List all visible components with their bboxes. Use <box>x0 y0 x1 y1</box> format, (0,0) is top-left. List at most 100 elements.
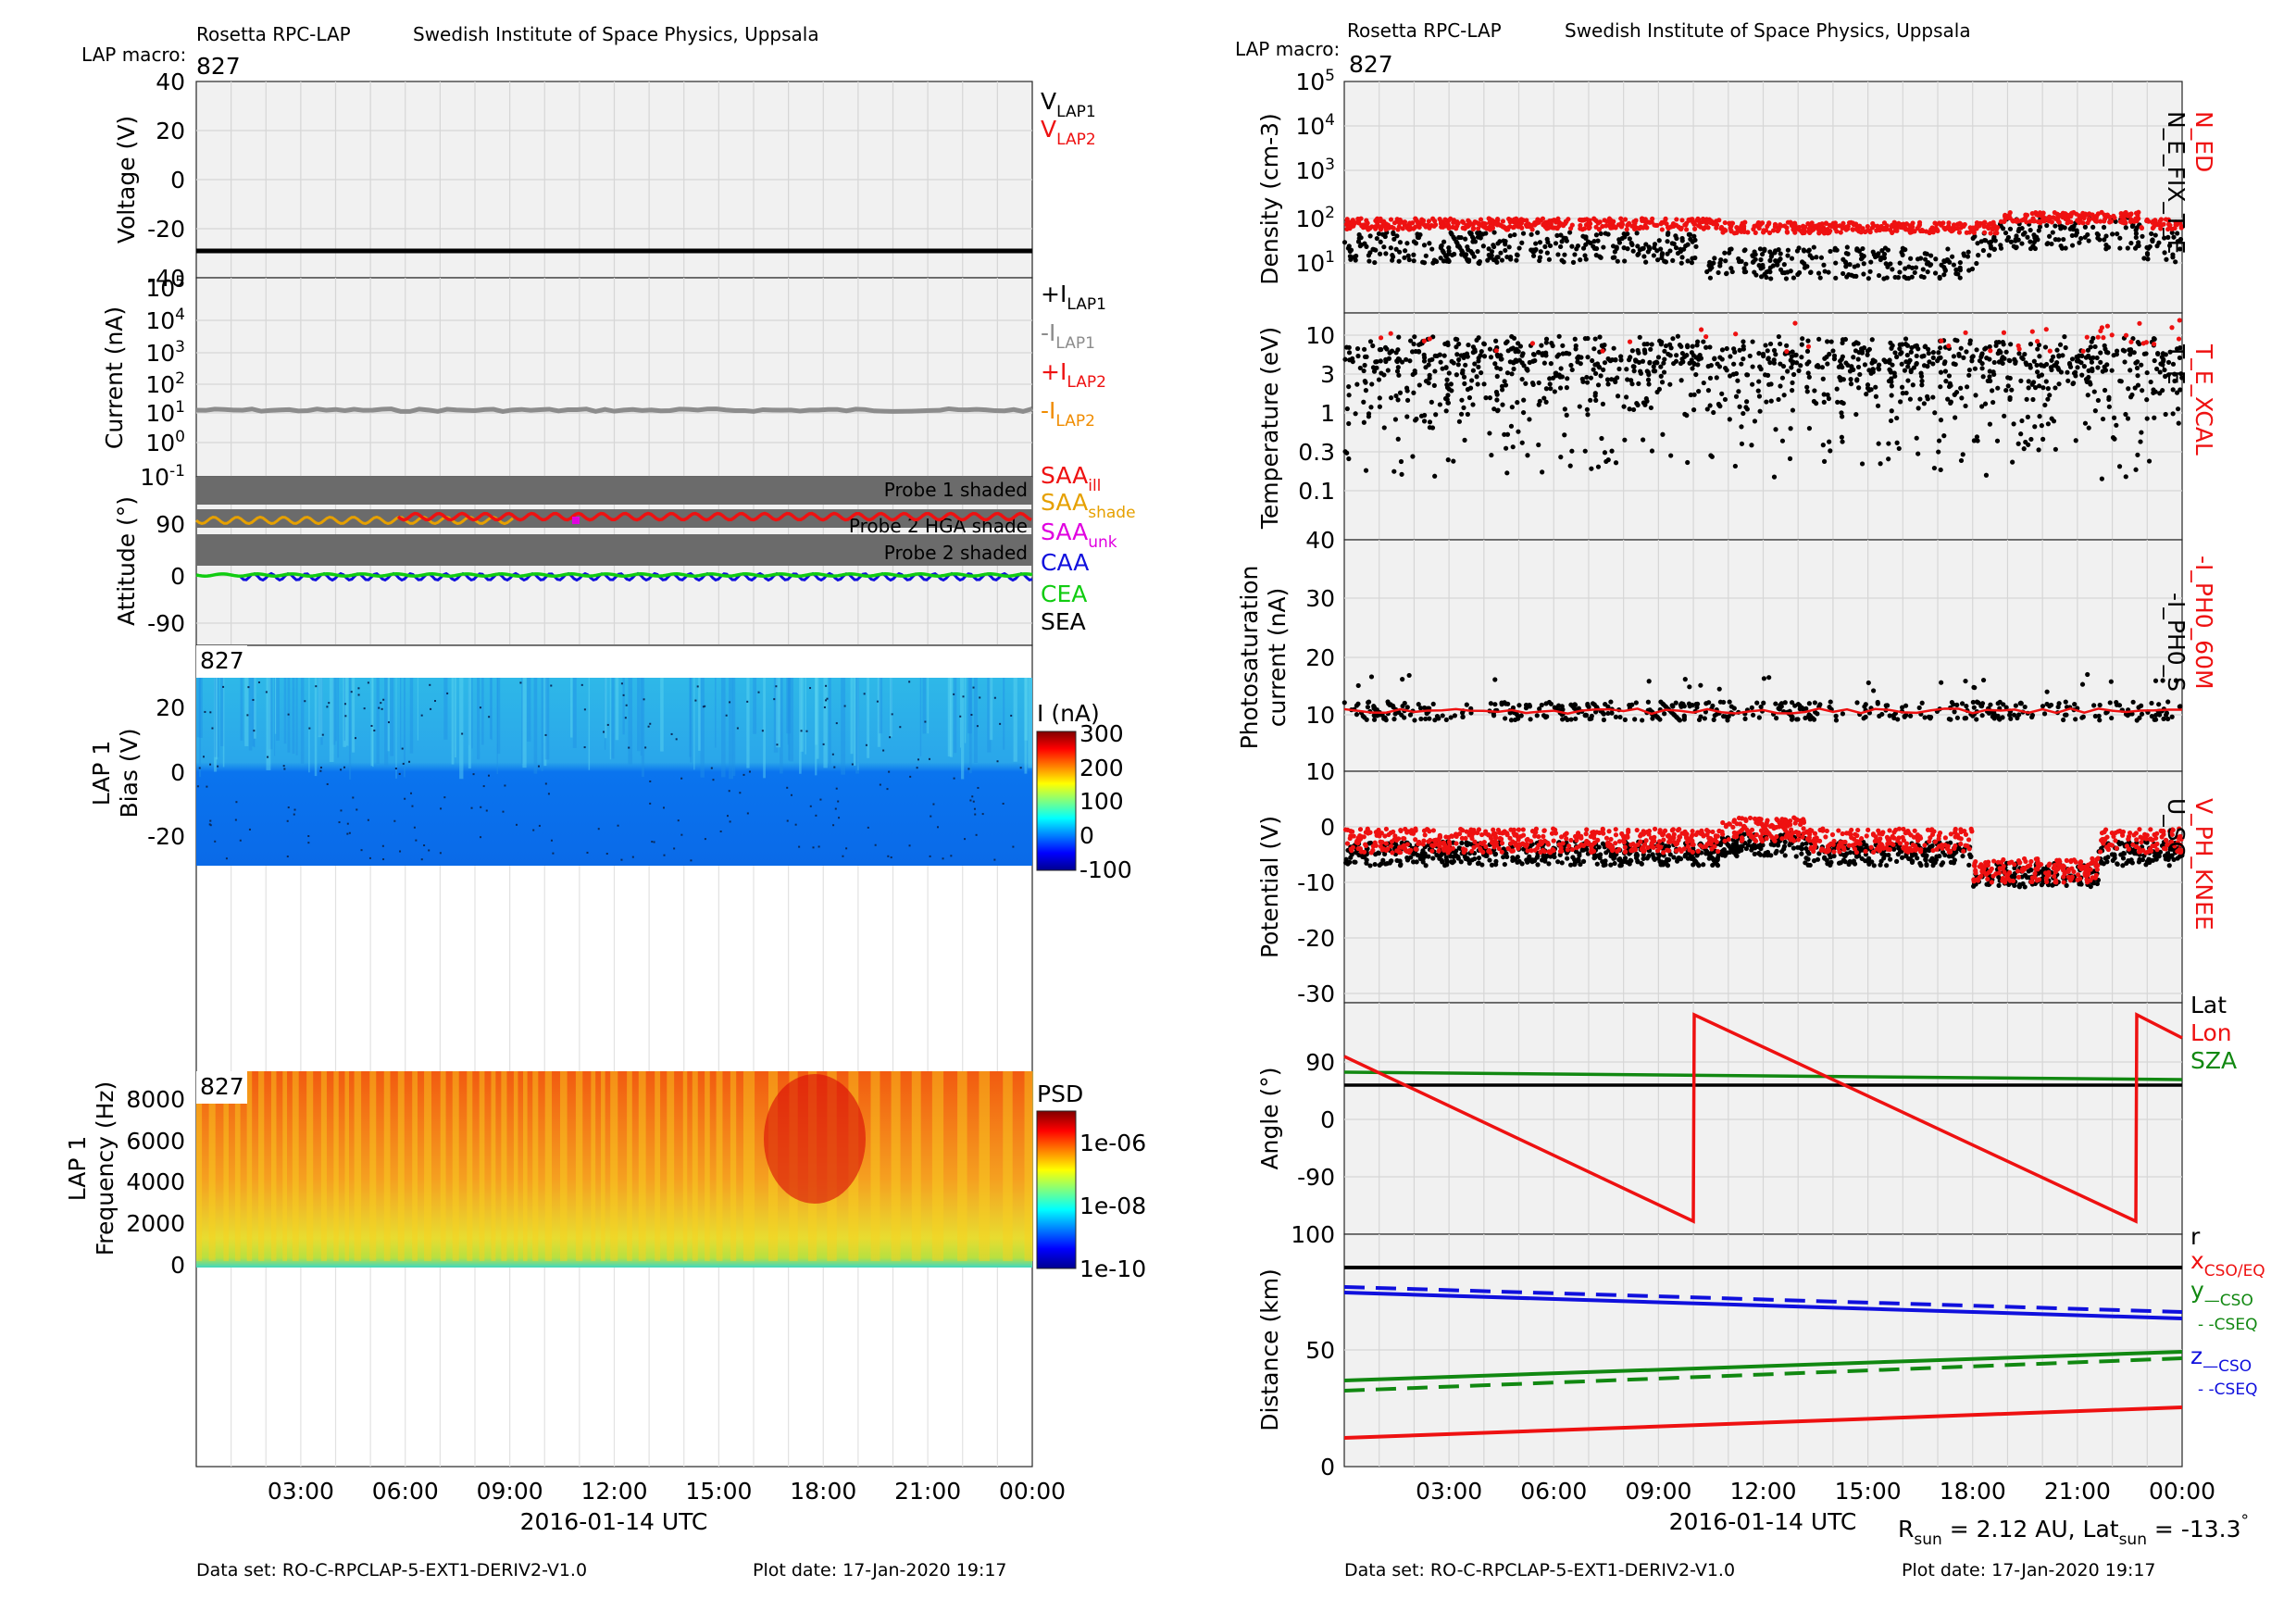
temperature-black-point <box>1429 425 1436 431</box>
temperature-black-point <box>2111 415 2117 420</box>
temperature-black-point <box>1825 361 1830 367</box>
temperature-black-point <box>1776 396 1781 403</box>
temperature-texcal-points <box>1378 318 2182 355</box>
density-red-point <box>1860 226 1866 231</box>
temperature-black-point <box>1346 456 1352 462</box>
density-red-point <box>1843 224 1850 230</box>
temperature-black-point <box>1839 410 1844 416</box>
density-black-point <box>2013 245 2019 251</box>
temperature-black-point <box>1796 368 1802 373</box>
current-ytick: 10-1 <box>140 462 185 491</box>
temperature-black-point <box>2053 446 2058 452</box>
potential-black-point <box>1667 852 1673 857</box>
temperature-red-point <box>2029 329 2035 334</box>
temperature-black-point <box>1491 406 1497 412</box>
density-red-point <box>1840 225 1845 231</box>
density-black-point <box>1374 235 1379 242</box>
density-red-point <box>2152 218 2158 223</box>
temperature-black-point <box>1739 441 1745 446</box>
photo-black-point <box>2056 701 2062 706</box>
temperature-black-point <box>1548 361 1554 367</box>
density-black-point <box>2053 223 2058 229</box>
bias-dot <box>888 770 891 773</box>
temperature-black-point <box>1592 362 1598 368</box>
temperature-black-point <box>1426 362 1431 368</box>
photo-yticks: 40 30 20 10 <box>1305 527 1335 729</box>
density-black-point <box>1665 239 1670 244</box>
density-ytick: 101 <box>1295 248 1335 277</box>
temperature-black-point <box>2170 411 2176 417</box>
density-black-point <box>1906 264 1912 269</box>
temperature-black-point <box>1892 350 1898 356</box>
potential-black-point <box>1466 860 1472 866</box>
temperature-black-point <box>1519 440 1525 445</box>
photo-black-point <box>2018 701 2024 706</box>
temperature-black-point <box>2135 373 2140 379</box>
bias-dot <box>378 706 381 709</box>
bias-dot <box>890 856 892 859</box>
density-red-point <box>1799 229 1804 234</box>
density-red-point <box>1426 219 1431 224</box>
bias-texture-stripe <box>922 678 927 734</box>
legend-saa-unk: SAAunk <box>1041 518 1117 552</box>
temperature-black-point <box>1461 405 1466 410</box>
bias-dot <box>282 765 285 768</box>
potential-black-point <box>1846 861 1852 868</box>
bias-dot <box>209 711 212 714</box>
temperature-black-point <box>1394 369 1401 374</box>
potential-black-point <box>1448 859 1454 865</box>
bias-texture-stripe <box>387 678 390 752</box>
density-black-point <box>1491 230 1497 235</box>
bias-texture-stripe <box>468 678 470 745</box>
photo-black-point <box>1976 700 1981 706</box>
bias-dot <box>326 782 329 785</box>
temperature-black-point <box>1600 401 1605 406</box>
density-black-point <box>1736 258 1742 265</box>
bias-cbar-tick: 200 <box>1079 755 1124 781</box>
temperature-black-point <box>1987 374 1992 380</box>
temperature-black-point <box>1767 341 1774 347</box>
temperature-black-point <box>2170 387 2176 393</box>
density-black-point <box>1535 230 1541 235</box>
bias-dot <box>544 733 547 736</box>
density-black-point <box>1402 255 1407 260</box>
bias-texture-stripe <box>248 678 253 751</box>
temperature-black-point <box>1819 365 1825 370</box>
photo-black-point <box>1928 714 1934 720</box>
bias-dot <box>487 774 490 777</box>
temperature-black-point <box>1826 395 1832 402</box>
temperature-black-point <box>1938 369 1944 375</box>
bias-texture-stripe <box>372 678 374 768</box>
temperature-black-point <box>1657 338 1663 344</box>
potential-black-point <box>1831 853 1837 859</box>
density-black-point <box>1828 248 1833 255</box>
density-black-point <box>1559 257 1565 263</box>
density-red-point <box>1391 220 1398 226</box>
density-black-point <box>1396 258 1402 264</box>
temperature-black-point <box>1680 359 1686 365</box>
photo-black-point <box>1979 701 1986 706</box>
density-red-point <box>2081 215 2087 221</box>
photo-black-point <box>1406 672 1412 679</box>
temperature-black-point <box>1938 418 1944 423</box>
density-red-point <box>2003 214 2010 219</box>
temperature-black-point <box>1967 341 1973 346</box>
bias-dot <box>346 832 349 835</box>
potential-black-point <box>1747 838 1753 844</box>
bias-dot <box>357 693 360 696</box>
freq-texture-stripe <box>383 1071 391 1261</box>
bias-texture-stripe <box>1024 678 1029 741</box>
potential-black-point <box>1559 860 1565 866</box>
density-black-point <box>1776 246 1781 253</box>
attitude-yticks: 90 0 -90 <box>147 511 185 637</box>
bias-texture-stripe <box>451 678 455 765</box>
temperature-black-point <box>1930 394 1936 400</box>
temperature-black-point <box>1766 356 1771 362</box>
temperature-black-point <box>1444 396 1450 403</box>
bias-dot <box>865 743 867 746</box>
bias-dot <box>670 732 673 735</box>
temperature-black-point <box>2036 342 2042 348</box>
freq-texture-stripe <box>246 1071 253 1261</box>
temperature-black-point <box>2091 389 2097 394</box>
bias-heatmap <box>196 678 1032 866</box>
